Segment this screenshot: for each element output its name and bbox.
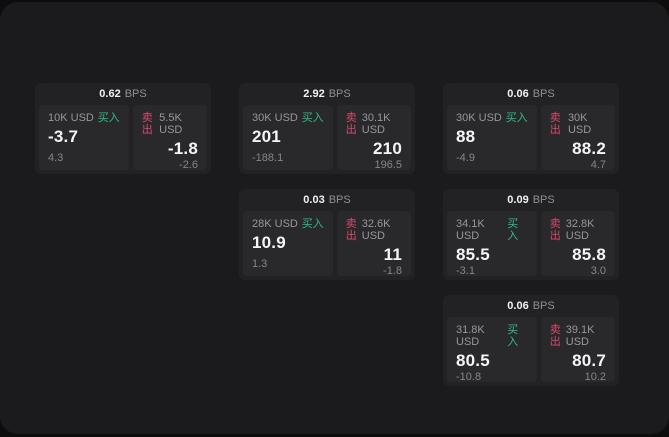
sell-panel[interactable]: 卖出 39.1K USD 80.7 10.2	[540, 317, 615, 383]
sell-amount: 30K USD	[567, 112, 592, 137]
buy-panel[interactable]: 10K USD 买入 -3.7 4.3	[39, 105, 129, 170]
buy-sub-value: 1.3	[252, 257, 268, 270]
sell-side-label: 卖出	[549, 324, 561, 349]
sell-amount: 32.8K USD	[565, 218, 595, 243]
quote-cards-grid: 0.62 BPS 10K USD 买入 -3.7 4.3 卖出 5.5K USD	[35, 83, 619, 386]
buy-sub-value: 4.3	[48, 151, 64, 164]
sell-amount: 39.1K USD	[565, 324, 595, 349]
buy-panel[interactable]: 31.8K USD 买入 80.5 -10.8	[447, 317, 537, 383]
buy-panel[interactable]: 34.1K USD 买入 85.5 -3.1	[447, 211, 537, 277]
card-header: 0.09 BPS	[447, 189, 615, 211]
bps-value: 0.06	[507, 299, 529, 312]
bps-unit-label: BPS	[532, 87, 555, 100]
buy-sub-value: -10.8	[456, 370, 482, 383]
quote-panels: 10K USD 买入 -3.7 4.3 卖出 5.5K USD -1.8 -2.…	[39, 105, 207, 171]
sell-panel[interactable]: 卖出 5.5K USD -1.8 -2.6	[132, 105, 207, 171]
bps-unit-label: BPS	[124, 87, 147, 100]
sell-price: 85.8	[572, 245, 606, 265]
buy-side-label: 买入	[97, 112, 120, 124]
buy-amount: 30K USD	[252, 112, 298, 124]
sell-amount: 5.5K USD	[159, 112, 183, 137]
buy-sub-value: -4.9	[456, 151, 475, 164]
sell-panel[interactable]: 卖出 30K USD 88.2 4.7	[540, 105, 615, 171]
buy-sub-value: -3.1	[456, 264, 475, 277]
buy-price: 88	[456, 127, 476, 147]
quote-panels: 28K USD 买入 10.9 1.3 卖出 32.6K USD 11 -1.8	[243, 211, 411, 277]
buy-side-label: 买入	[301, 112, 324, 124]
buy-side-label: 买入	[507, 324, 519, 349]
bps-unit-label: BPS	[532, 299, 555, 312]
card-header: 0.06 BPS	[447, 295, 615, 317]
quote-card: 0.06 BPS 31.8K USD 买入 80.5 -10.8 卖出 39.1…	[443, 295, 619, 386]
quote-card: 0.09 BPS 34.1K USD 买入 85.5 -3.1 卖出 32.8K…	[443, 189, 619, 280]
card-header: 0.06 BPS	[447, 83, 615, 105]
bps-value: 0.62	[99, 87, 121, 100]
sell-sub-value: 196.5	[374, 158, 402, 171]
buy-amount: 10K USD	[48, 112, 94, 124]
buy-side-label: 买入	[301, 218, 324, 230]
quote-panels: 30K USD 买入 201 -188.1 卖出 30.1K USD 210 1…	[243, 105, 411, 171]
sell-panel[interactable]: 卖出 32.6K USD 11 -1.8	[336, 211, 411, 277]
bps-value: 0.09	[507, 193, 529, 206]
bps-unit-label: BPS	[328, 87, 351, 100]
sell-panel[interactable]: 卖出 30.1K USD 210 196.5	[336, 105, 411, 171]
sell-sub-value: -2.6	[179, 158, 198, 171]
card-header: 2.92 BPS	[243, 83, 411, 105]
buy-amount: 28K USD	[252, 218, 298, 230]
sell-panel[interactable]: 卖出 32.8K USD 85.8 3.0	[540, 211, 615, 277]
card-header: 0.62 BPS	[39, 83, 207, 105]
bps-unit-label: BPS	[328, 193, 351, 206]
quote-panels: 34.1K USD 买入 85.5 -3.1 卖出 32.8K USD 85.8…	[447, 211, 615, 277]
sell-amount: 30.1K USD	[361, 112, 391, 137]
sell-price: 11	[383, 245, 402, 265]
buy-price: -3.7	[48, 127, 79, 147]
buy-amount: 30K USD	[456, 112, 502, 124]
buy-sub-value: -188.1	[252, 151, 284, 164]
sell-side-label: 卖出	[345, 112, 357, 137]
quote-card: 2.92 BPS 30K USD 买入 201 -188.1 卖出 30.1K …	[239, 83, 415, 174]
card-header: 0.03 BPS	[243, 189, 411, 211]
sell-amount: 32.6K USD	[361, 218, 391, 243]
sell-sub-value: 10.2	[584, 370, 606, 383]
quote-card: 0.03 BPS 28K USD 买入 10.9 1.3 卖出 32.6K US…	[239, 189, 415, 280]
sell-side-label: 卖出	[345, 218, 357, 243]
bps-unit-label: BPS	[532, 193, 555, 206]
buy-amount: 31.8K USD	[456, 324, 485, 349]
bps-value: 0.03	[303, 193, 325, 206]
sell-side-label: 卖出	[549, 112, 561, 137]
sell-side-label: 卖出	[141, 112, 153, 137]
bps-value: 2.92	[303, 87, 325, 100]
sell-price: 88.2	[572, 139, 606, 159]
sell-price: 210	[373, 139, 402, 159]
sell-side-label: 卖出	[549, 218, 561, 243]
quote-card: 0.62 BPS 10K USD 买入 -3.7 4.3 卖出 5.5K USD	[35, 83, 211, 174]
buy-price: 85.5	[456, 245, 490, 265]
sell-price: -1.8	[167, 139, 198, 159]
buy-side-label: 买入	[507, 218, 519, 243]
sell-price: 80.7	[572, 351, 606, 371]
bps-value: 0.06	[507, 87, 529, 100]
buy-price: 10.9	[252, 233, 286, 253]
quote-panels: 31.8K USD 买入 80.5 -10.8 卖出 39.1K USD 80.…	[447, 317, 615, 383]
quote-panels: 30K USD 买入 88 -4.9 卖出 30K USD 88.2 4.7	[447, 105, 615, 171]
buy-panel[interactable]: 28K USD 买入 10.9 1.3	[243, 211, 333, 276]
buy-side-label: 买入	[505, 112, 528, 124]
buy-panel[interactable]: 30K USD 买入 201 -188.1	[243, 105, 333, 170]
sell-sub-value: 4.7	[590, 158, 606, 171]
buy-price: 201	[252, 127, 281, 147]
quote-card: 0.06 BPS 30K USD 买入 88 -4.9 卖出 30K USD	[443, 83, 619, 174]
buy-price: 80.5	[456, 351, 490, 371]
sell-sub-value: 3.0	[590, 264, 606, 277]
sell-sub-value: -1.8	[383, 264, 402, 277]
buy-amount: 34.1K USD	[456, 218, 485, 243]
buy-panel[interactable]: 30K USD 买入 88 -4.9	[447, 105, 537, 170]
